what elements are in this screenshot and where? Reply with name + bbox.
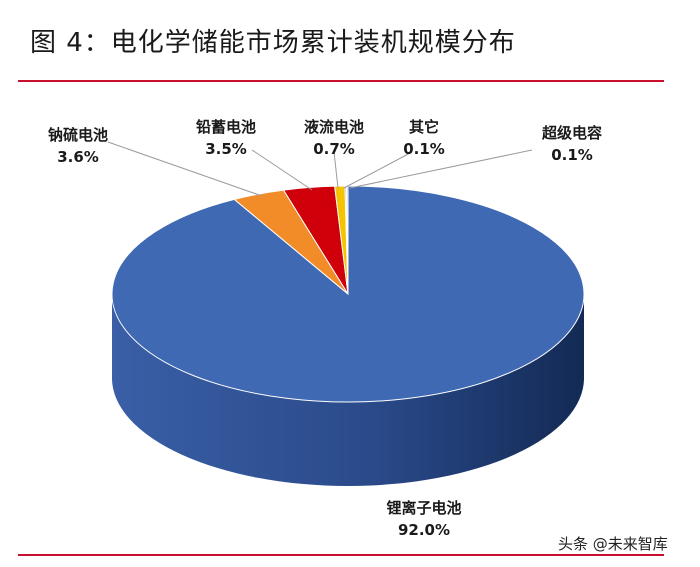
bottom-divider <box>18 554 664 556</box>
slice-value-3: 0.7% <box>313 140 355 158</box>
slice-name-2: 铅蓄电池 <box>196 118 256 136</box>
leader-line-4 <box>343 151 413 189</box>
slice-value-0: 92.0% <box>398 521 450 539</box>
chart-title: 图 4：电化学储能市场累计装机规模分布 <box>30 28 516 58</box>
pie-slices <box>111 185 585 403</box>
slice-value-1: 3.6% <box>57 148 99 166</box>
slice-name-1: 钠硫电池 <box>48 126 108 144</box>
watermark: 头条 @未来智库 <box>556 533 670 554</box>
slice-labels: 锂离子电池 92.0% 钠硫电池 3.6% 铅蓄电池 3.5% 液流电池 0.7% 其它 0.1%… <box>48 118 602 539</box>
leader-line-1 <box>107 141 263 197</box>
leader-line-3 <box>333 151 339 189</box>
slice-value-4: 0.1% <box>403 140 445 158</box>
slice-name-5: 超级电容 <box>541 124 602 142</box>
slice-value-2: 3.5% <box>205 140 247 158</box>
leader-lines <box>107 141 533 197</box>
slice-name-3: 液流电池 <box>304 118 364 136</box>
top-divider <box>18 80 664 82</box>
leader-line-2 <box>251 149 313 191</box>
slice-wall-lithium <box>112 294 584 486</box>
leader-line-5 <box>349 149 533 189</box>
slice-name-4: 其它 <box>409 118 439 136</box>
slice-value-5: 0.1% <box>551 146 593 164</box>
pie-depth-layer <box>112 294 584 486</box>
slice-name-0: 锂离子电池 <box>386 499 461 517</box>
